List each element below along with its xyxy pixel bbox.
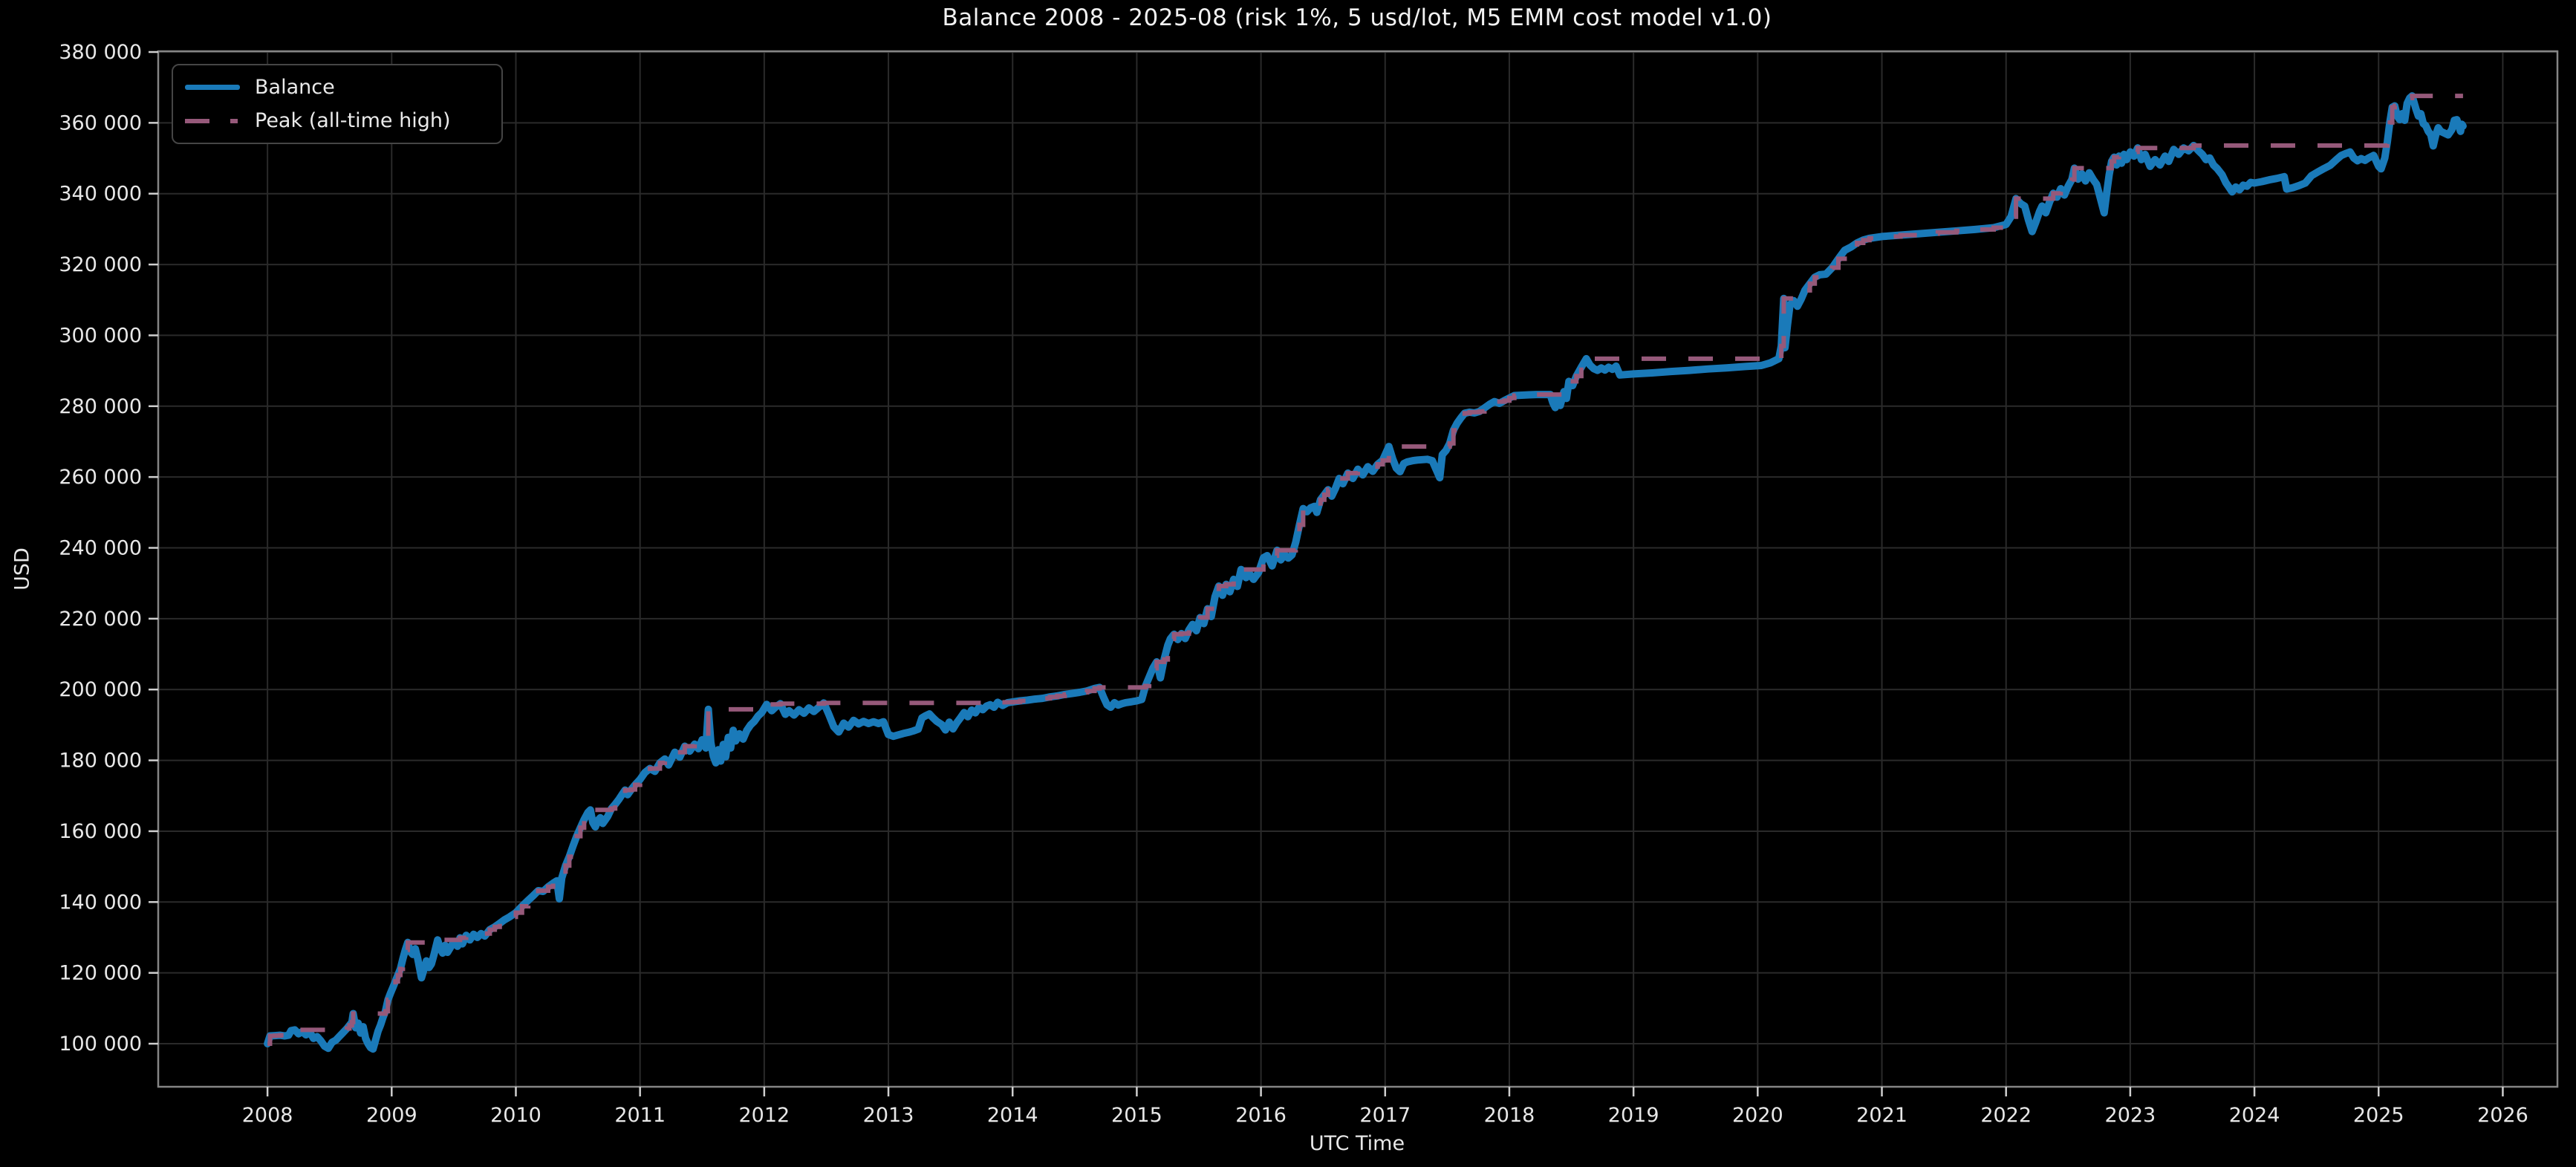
x-tick-label: 2025 [2353, 1104, 2404, 1127]
y-tick-label: 180 000 [59, 750, 142, 773]
y-tick-label: 220 000 [59, 608, 142, 631]
y-tick-label: 260 000 [59, 466, 142, 489]
x-tick-label: 2012 [738, 1104, 790, 1127]
y-tick-label: 140 000 [59, 891, 142, 914]
legend-label-balance: Balance [255, 76, 335, 99]
legend-label-peak: Peak (all-time high) [255, 109, 451, 132]
peak-line [267, 94, 2463, 1046]
y-tick-label: 200 000 [59, 678, 142, 701]
y-tick-label: 380 000 [59, 41, 142, 64]
y-tick-label: 120 000 [59, 962, 142, 985]
y-tick-label: 160 000 [59, 820, 142, 843]
legend-item-balance: Balance [173, 76, 501, 99]
x-tick-label: 2010 [490, 1104, 541, 1127]
x-tick-label: 2015 [1111, 1104, 1162, 1127]
y-tick-label: 280 000 [59, 395, 142, 418]
y-tick-label: 320 000 [59, 253, 142, 276]
balance-line-sample-icon [185, 85, 240, 90]
peak-line-sample-icon [185, 118, 240, 123]
x-tick-label: 2009 [366, 1104, 417, 1127]
x-tick-label: 2017 [1359, 1104, 1411, 1127]
y-tick-label: 240 000 [59, 537, 142, 560]
legend: Balance Peak (all-time high) [172, 64, 503, 144]
x-tick-label: 2014 [987, 1104, 1038, 1127]
legend-item-peak: Peak (all-time high) [173, 109, 501, 132]
chart-title: Balance 2008 - 2025-08 (risk 1%, 5 usd/l… [942, 4, 1772, 31]
x-tick-label: 2011 [614, 1104, 666, 1127]
x-axis-label: UTC Time [1309, 1132, 1405, 1155]
balance-line [264, 92, 2467, 1053]
y-tick-label: 360 000 [59, 111, 142, 134]
y-tick-label: 100 000 [59, 1033, 142, 1056]
x-tick-label: 2013 [863, 1104, 914, 1127]
x-tick-label: 2016 [1235, 1104, 1287, 1127]
x-tick-label: 2020 [1732, 1104, 1783, 1127]
x-tick-label: 2008 [242, 1104, 293, 1127]
y-axis-label: USD [10, 547, 34, 591]
x-tick-label: 2019 [1608, 1104, 1659, 1127]
x-tick-label: 2023 [2105, 1104, 2156, 1127]
x-tick-label: 2024 [2229, 1104, 2280, 1127]
plot-frame [157, 50, 2559, 1088]
x-tick-label: 2022 [1980, 1104, 2032, 1127]
x-tick-label: 2026 [2477, 1104, 2528, 1127]
x-tick-label: 2018 [1484, 1104, 1535, 1127]
y-tick-label: 300 000 [59, 324, 142, 347]
y-tick-label: 340 000 [59, 183, 142, 206]
x-tick-label: 2021 [1856, 1104, 1907, 1127]
